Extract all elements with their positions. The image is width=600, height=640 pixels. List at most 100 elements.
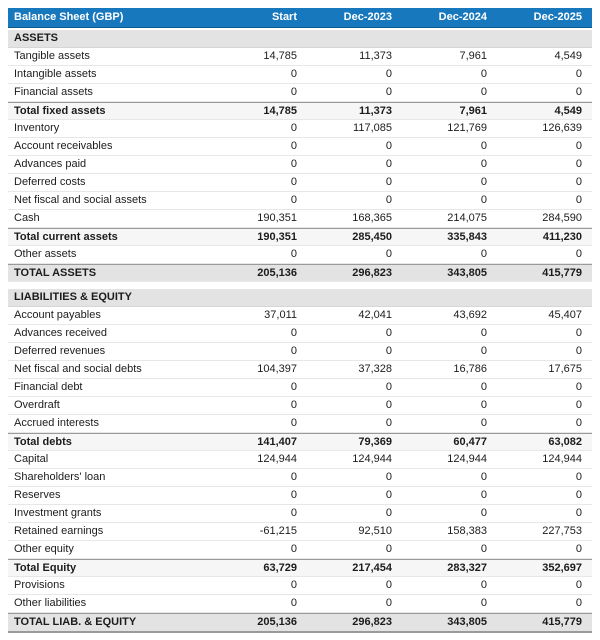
cell-value: 117,085 xyxy=(353,123,392,134)
row-label: Intangible assets xyxy=(14,69,97,80)
cell-value: 79,369 xyxy=(358,436,392,448)
row-label: Tangible assets xyxy=(14,51,90,62)
cell-value: 296,823 xyxy=(352,267,392,279)
cell-value: 45,407 xyxy=(548,310,582,321)
cell-value: 0 xyxy=(480,508,487,519)
cell-value: 411,230 xyxy=(542,231,582,243)
cell-value: 285,450 xyxy=(352,231,392,243)
cell-value: 0 xyxy=(385,490,392,501)
cell-value: 11,373 xyxy=(359,51,392,62)
cell-value: 0 xyxy=(575,418,582,429)
cell-value: 0 xyxy=(575,249,582,260)
column-header-dec-2024: Dec-2024 xyxy=(438,12,487,23)
table-row: Other equity 0 0 0 0 xyxy=(8,541,592,559)
cell-value: 0 xyxy=(575,87,582,98)
row-label: Net fiscal and social debts xyxy=(14,364,142,375)
row-label: Capital xyxy=(14,454,49,465)
cell-value: 0 xyxy=(575,382,582,393)
cell-value: 0 xyxy=(290,249,297,260)
row-label: Cash xyxy=(14,213,40,224)
cell-value: 0 xyxy=(575,141,582,152)
cell-value: 415,779 xyxy=(542,267,582,279)
cell-value: 0 xyxy=(290,382,297,393)
cell-value: 0 xyxy=(480,580,487,591)
cell-value: 190,351 xyxy=(257,231,297,243)
row-label: Accrued interests xyxy=(14,418,99,429)
cell-value: 0 xyxy=(480,159,487,170)
column-header-dec-2023: Dec-2023 xyxy=(343,12,392,23)
cell-value: -61,215 xyxy=(259,526,297,537)
cell-value: 0 xyxy=(290,177,297,188)
cell-value: 0 xyxy=(480,598,487,609)
cell-value: 0 xyxy=(575,346,582,357)
cell-value: 0 xyxy=(290,472,297,483)
table-row: Advances received 0 0 0 0 xyxy=(8,325,592,343)
cell-value: 0 xyxy=(480,418,487,429)
table-row: TOTAL ASSETS 205,136 296,823 343,805 415,779 xyxy=(8,264,592,282)
table-row: Accrued interests 0 0 0 0 xyxy=(8,415,592,433)
cell-value: 0 xyxy=(290,598,297,609)
row-label: Deferred revenues xyxy=(14,346,106,357)
cell-value: 0 xyxy=(480,472,487,483)
cell-value: 0 xyxy=(290,141,297,152)
cell-value: 121,769 xyxy=(447,123,487,134)
cell-value: 14,785 xyxy=(263,105,297,117)
cell-value: 0 xyxy=(575,472,582,483)
cell-value: 43,692 xyxy=(453,310,487,321)
cell-value: 4,549 xyxy=(554,105,582,117)
cell-value: 141,407 xyxy=(257,436,297,448)
row-label: Account payables xyxy=(14,310,101,321)
cell-value: 0 xyxy=(385,141,392,152)
cell-value: 0 xyxy=(480,328,487,339)
cell-value: 0 xyxy=(290,159,297,170)
cell-value: 343,805 xyxy=(447,617,487,628)
table-row: Account receivables 0 0 0 0 xyxy=(8,138,592,156)
section-header-row: ASSETS xyxy=(8,30,592,48)
cell-value: 0 xyxy=(385,249,392,260)
table-body: ASSETS Tangible assets 14,785 11,373 7,961 4,… xyxy=(8,30,592,633)
cell-value: 217,454 xyxy=(352,562,392,574)
table-row: Financial debt 0 0 0 0 xyxy=(8,379,592,397)
cell-value: 124,944 xyxy=(447,454,487,465)
balance-sheet-table: Balance Sheet (GBP) Start Dec-2023 Dec-2… xyxy=(8,8,592,633)
cell-value: 0 xyxy=(575,177,582,188)
cell-value: 0 xyxy=(290,418,297,429)
cell-value: 124,944 xyxy=(352,454,392,465)
cell-value: 11,373 xyxy=(358,105,392,117)
cell-value: 0 xyxy=(290,123,297,134)
table-row: Net fiscal and social debts 104,397 37,328… xyxy=(8,361,592,379)
cell-value: 0 xyxy=(385,346,392,357)
column-header-dec-2025: Dec-2025 xyxy=(533,12,582,23)
cell-value: 0 xyxy=(480,69,487,80)
cell-value: 14,785 xyxy=(263,51,297,62)
table-row: Cash 190,351 168,365 214,075 284,590 xyxy=(8,210,592,228)
table-row: Total fixed assets 14,785 11,373 7,961 4,549 xyxy=(8,102,592,120)
row-label: Total fixed assets xyxy=(14,105,106,117)
cell-value: 92,510 xyxy=(358,526,392,537)
cell-value: 0 xyxy=(480,195,487,206)
row-label: TOTAL ASSETS xyxy=(14,267,97,279)
cell-value: 0 xyxy=(385,418,392,429)
cell-value: 104,397 xyxy=(257,364,297,375)
cell-value: 0 xyxy=(385,598,392,609)
table-row: Investment grants 0 0 0 0 xyxy=(8,505,592,523)
cell-value: 42,041 xyxy=(358,310,392,321)
cell-value: 0 xyxy=(290,87,297,98)
cell-value: 205,136 xyxy=(257,267,297,279)
table-row: Overdraft 0 0 0 0 xyxy=(8,397,592,415)
table-row: Tangible assets 14,785 11,373 7,961 4,549 xyxy=(8,48,592,66)
table-row: Account payables 37,011 42,041 43,692 45,407 xyxy=(8,307,592,325)
row-label: Deferred costs xyxy=(14,177,86,188)
cell-value: 37,011 xyxy=(264,310,297,321)
cell-value: 214,075 xyxy=(447,213,487,224)
table-header-row: Balance Sheet (GBP) Start Dec-2023 Dec-2… xyxy=(8,8,592,28)
row-label: Advances paid xyxy=(14,159,87,170)
cell-value: 63,082 xyxy=(548,436,582,448)
row-label: Other assets xyxy=(14,249,77,260)
table-row: Net fiscal and social assets 0 0 0 0 xyxy=(8,192,592,210)
cell-value: 0 xyxy=(385,400,392,411)
cell-value: 60,477 xyxy=(453,436,487,448)
row-label: Provisions xyxy=(14,580,65,591)
cell-value: 0 xyxy=(480,87,487,98)
cell-value: 0 xyxy=(480,177,487,188)
